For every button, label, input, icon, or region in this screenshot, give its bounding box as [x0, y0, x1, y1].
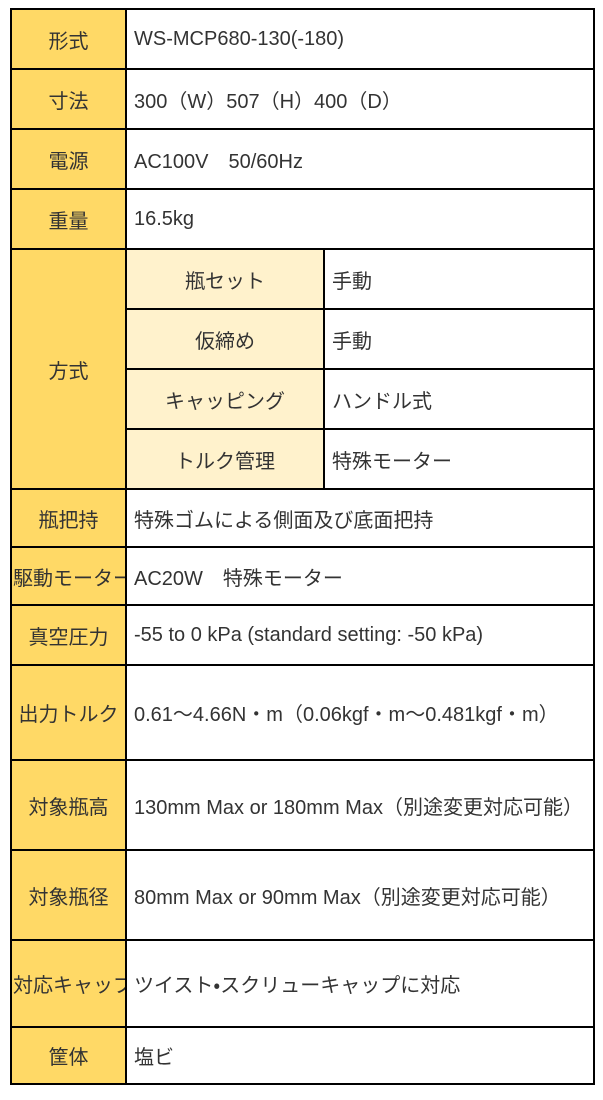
row-value-drive-motor: AC20W 特殊モーター [124, 546, 596, 606]
table-row: 寸法 300（W）507（H）400（D） [10, 68, 596, 130]
row-header-enclosure: 筐体 [10, 1026, 127, 1085]
table-row: 方式 瓶セット 手動 [10, 248, 596, 490]
row-header-bottle-grip: 瓶把持 [10, 488, 127, 548]
subrow-value-pre-tighten: 手動 [322, 308, 596, 370]
table-row: 対応キャップ ツイスト・スクリューキャップに対応 [10, 939, 596, 1028]
row-header-weight: 重量 [10, 188, 127, 250]
row-value-cap-type: ツイスト・スクリューキャップに対応 [124, 939, 596, 1028]
row-header-model: 形式 [10, 8, 127, 70]
spec-table: 形式 WS-MCP680-130(-180) 寸法 300（W）507（H）40… [10, 8, 596, 1085]
row-value-output-torque: 0.61～4.66N・m（0.06kgf・m～0.481kgf・m） [124, 664, 596, 761]
table-row: キャッピング ハンドル式 [11, 368, 596, 430]
row-value-bottle-diameter: 80mm Max or 90mm Max（別途変更対応可能） [124, 849, 596, 941]
table-row: トルク管理 特殊モーター [11, 428, 596, 490]
row-header-method: 方式 [10, 248, 127, 490]
table-row: 電源 AC100V 50/60Hz [10, 128, 596, 190]
row-header-bottle-height: 対象瓶高 [10, 759, 127, 851]
table-row: 重量 16.5kg [10, 188, 596, 250]
row-header-bottle-diameter: 対象瓶径 [10, 849, 127, 941]
row-value-vacuum-pressure: -55 to 0 kPa (standard setting: -50 kPa) [124, 604, 596, 666]
subrow-header-capping: キャッピング [125, 368, 325, 430]
table-row: 対象瓶径 80mm Max or 90mm Max（別途変更対応可能） [10, 849, 596, 941]
subrow-value-capping: ハンドル式 [322, 368, 596, 430]
row-value-enclosure: 塩ビ [124, 1026, 596, 1085]
table-row: 仮締め 手動 [11, 308, 596, 370]
table-row: 瓶把持 特殊ゴムによる側面及び底面把持 [10, 488, 596, 548]
table-row: 駆動モーター AC20W 特殊モーター [10, 546, 596, 606]
subrow-header-bottle-set: 瓶セット [125, 248, 325, 310]
subrow-value-bottle-set: 手動 [322, 248, 596, 310]
row-header-output-torque: 出力トルク [10, 664, 127, 761]
subrow-header-pre-tighten: 仮締め [125, 308, 325, 370]
row-header-power: 電源 [10, 128, 127, 190]
row-value-power: AC100V 50/60Hz [124, 128, 596, 190]
table-row: 筐体 塩ビ [10, 1026, 596, 1085]
row-value-dimensions: 300（W）507（H）400（D） [124, 68, 596, 130]
row-header-drive-motor: 駆動モーター [10, 546, 127, 606]
row-value-model: WS-MCP680-130(-180) [124, 8, 596, 70]
row-value-bottle-grip: 特殊ゴムによる側面及び底面把持 [124, 488, 596, 548]
row-value-bottle-height: 130mm Max or 180mm Max（別途変更対応可能） [124, 759, 596, 851]
subrow-header-torque-control: トルク管理 [125, 428, 325, 490]
table-row: 真空圧力 -55 to 0 kPa (standard setting: -50… [10, 604, 596, 666]
row-header-dimensions: 寸法 [10, 68, 127, 130]
row-value-weight: 16.5kg [124, 188, 596, 250]
row-header-vacuum-pressure: 真空圧力 [10, 604, 127, 666]
subrow-value-torque-control: 特殊モーター [322, 428, 596, 490]
table-row: 形式 WS-MCP680-130(-180) [10, 8, 596, 70]
table-row: 出力トルク 0.61～4.66N・m（0.06kgf・m～0.481kgf・m） [10, 664, 596, 761]
table-row: 対象瓶高 130mm Max or 180mm Max（別途変更対応可能） [10, 759, 596, 851]
row-header-cap-type: 対応キャップ [10, 939, 127, 1028]
